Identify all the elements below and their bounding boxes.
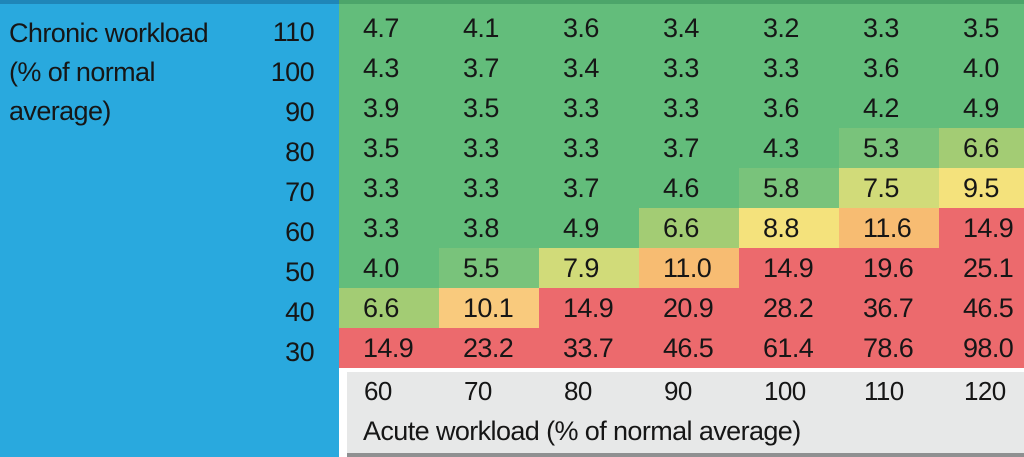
y-axis-title-line: (% of normal [9,57,155,87]
heatmap-cell: 4.9 [939,88,1024,128]
x-axis-tick-label: 90 [664,376,692,406]
y-axis-tick-label: 50 [285,257,314,287]
x-axis-tick-label: 110 [864,376,904,406]
x-axis-tick-label: 100 [764,376,806,406]
heatmap-cell: 11.0 [639,248,739,288]
heatmap-cell: 8.8 [739,208,839,248]
heatmap-cell: 4.3 [739,128,839,168]
heatmap-cell: 4.7 [339,4,439,48]
x-axis-tick-label: 60 [364,376,392,406]
heatmap-cell: 3.3 [439,128,539,168]
heatmap-cell: 3.4 [539,48,639,88]
heatmap-cell: 3.3 [639,48,739,88]
heatmap-cell: 98.0 [939,328,1024,368]
heatmap-cell: 14.9 [539,288,639,328]
heatmap-cell: 3.3 [539,128,639,168]
heatmap-cell: 14.9 [939,208,1024,248]
heatmap-cell: 3.3 [639,88,739,128]
x-axis-tick-labels: 60 70 80 90 100 110 120 [347,372,1024,406]
heatmap-cell: 3.7 [539,168,639,208]
heatmap-cell: 3.7 [639,128,739,168]
heatmap-cell: 36.7 [839,288,939,328]
heatmap-cell: 28.2 [739,288,839,328]
heatmap-cell: 20.9 [639,288,739,328]
heatmap-cell: 19.6 [839,248,939,288]
heatmap-cell: 9.5 [939,168,1024,208]
y-axis-tick-labels: 110 100 90 80 70 60 50 40 30 [219,12,339,372]
heatmap-cell: 14.9 [339,328,439,368]
heatmap-cell: 5.8 [739,168,839,208]
heatmap-cell: 3.6 [839,48,939,88]
heatmap-cell: 3.6 [739,88,839,128]
heatmap-cell: 3.3 [839,4,939,48]
heatmap-cell: 3.4 [639,4,739,48]
y-axis-tick-label: 30 [285,337,314,367]
heatmap-cell: 7.5 [839,168,939,208]
heatmap-cell: 4.1 [439,4,539,48]
heatmap-cell: 3.9 [339,88,439,128]
y-axis-tick-label: 110 [272,17,315,47]
heatmap-cell: 25.1 [939,248,1024,288]
heatmap-cell: 3.2 [739,4,839,48]
heatmap-cell: 4.2 [839,88,939,128]
heatmap-cell: 3.5 [339,128,439,168]
heatmap-cell: 61.4 [739,328,839,368]
heatmap-cell: 3.7 [439,48,539,88]
x-axis-tick-label: 80 [564,376,592,406]
heatmap-cell: 3.6 [539,4,639,48]
y-axis-tick-label: 90 [285,97,314,127]
heatmap-cell: 6.6 [639,208,739,248]
y-axis-title: Chronic workload (% of normal average) [9,14,209,131]
heatmap-cell: 23.2 [439,328,539,368]
heatmap-cell: 7.9 [539,248,639,288]
heatmap-cell: 33.7 [539,328,639,368]
x-axis-tick-label: 120 [964,376,1006,406]
heatmap-cell: 3.5 [439,88,539,128]
x-axis-title: Acute workload (% of normal average) [363,416,801,446]
heatmap-cell: 3.5 [939,4,1024,48]
heatmap-cell: 10.1 [439,288,539,328]
heatmap-cell: 46.5 [939,288,1024,328]
y-axis-tick-label: 80 [285,137,314,167]
heatmap-cell: 3.3 [539,88,639,128]
heatmap-cell: 11.6 [839,208,939,248]
heatmap-cell: 3.3 [339,208,439,248]
heatmap-cell: 6.6 [939,128,1024,168]
heatmap-cell: 3.3 [739,48,839,88]
heatmap-grid: 4.7 4.1 3.6 3.4 3.2 3.3 3.5 4.3 3.7 3.4 3.3 3.3 3.6 4… [339,0,1024,368]
x-axis-tick-label: 70 [464,376,492,406]
heatmap-cell: 3.8 [439,208,539,248]
y-axis-title-line: Chronic workload [9,18,209,48]
heatmap-cell: 5.5 [439,248,539,288]
y-axis-tick-label: 60 [285,217,314,247]
heatmap-cell: 78.6 [839,328,939,368]
y-axis-panel: Chronic workload (% of normal average) 1… [0,0,339,457]
heatmap-cell: 14.9 [739,248,839,288]
y-axis-tick-label: 70 [285,177,314,207]
heatmap-cell: 46.5 [639,328,739,368]
heatmap-cell: 3.3 [439,168,539,208]
heatmap-cell: 4.9 [539,208,639,248]
y-axis-title-line: average) [9,96,111,126]
heatmap-cell: 4.3 [339,48,439,88]
heatmap-cell: 4.0 [939,48,1024,88]
y-axis-tick-label: 40 [285,297,314,327]
heatmap-cell: 5.3 [839,128,939,168]
x-axis-area: 60 70 80 90 100 110 120 Acute workload (% of n… [347,372,1024,457]
heatmap-cell: 4.0 [339,248,439,288]
heatmap-cell: 4.6 [639,168,739,208]
heatmap-cell: 3.3 [339,168,439,208]
y-axis-tick-label: 100 [270,57,315,87]
heatmap-cell: 6.6 [339,288,439,328]
heatmap-area: 4.7 4.1 3.6 3.4 3.2 3.3 3.5 4.3 3.7 3.4 3.3 3.3 3.6 4… [339,0,1024,457]
